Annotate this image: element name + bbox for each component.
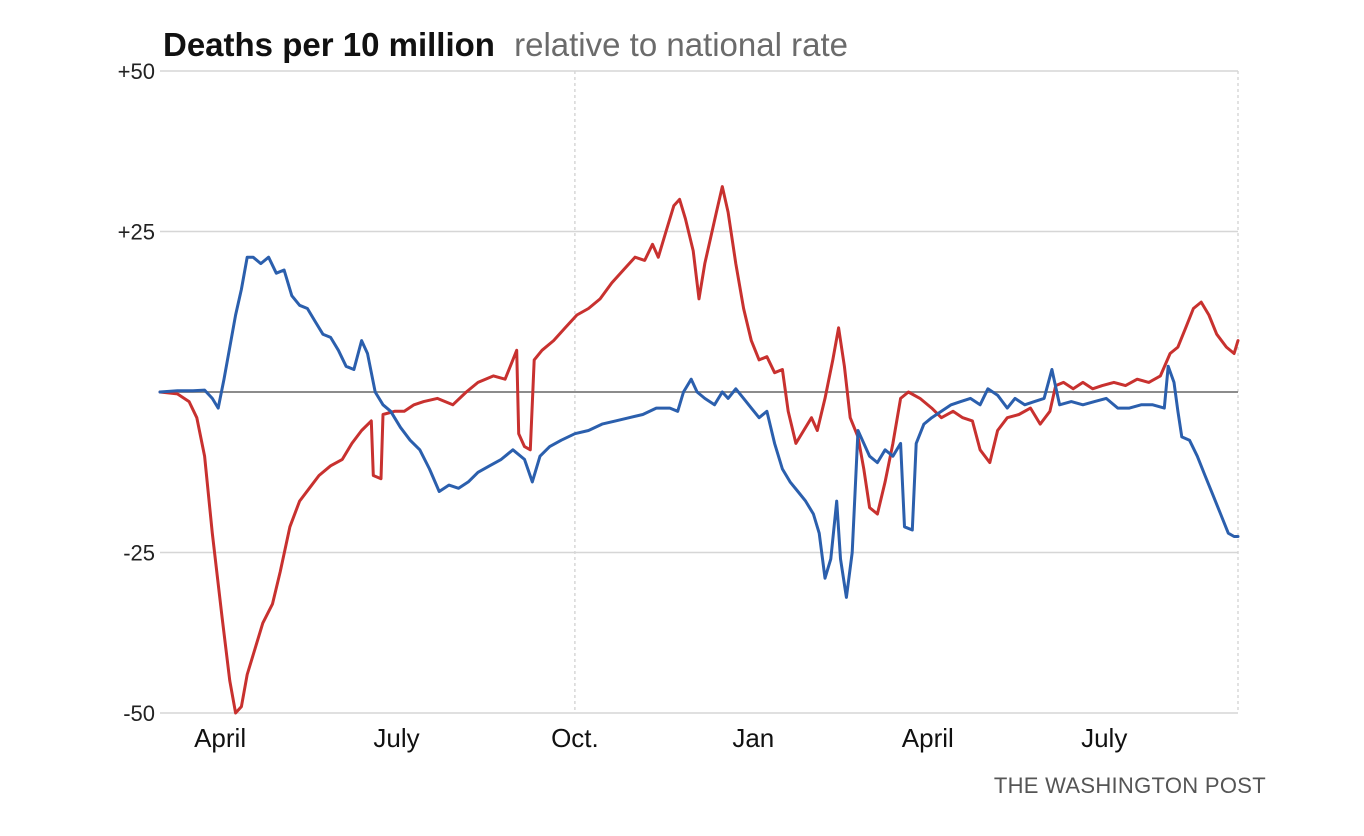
x-tick-label: July <box>1081 723 1127 753</box>
chart-subtitle: relative to national rate <box>514 26 848 63</box>
x-tick-label: Oct. <box>551 723 599 753</box>
y-tick-label: -25 <box>123 541 155 566</box>
y-tick-label: +25 <box>118 220 155 245</box>
x-tick-label: Jan <box>732 723 774 753</box>
x-tick-label: April <box>902 723 954 753</box>
chart-title: Deaths per 10 million relative to nation… <box>163 26 848 63</box>
y-tick-label: +50 <box>118 59 155 84</box>
y-axis: +50 +25 -25 -50 <box>118 59 155 726</box>
y-tick-label: -50 <box>123 701 155 726</box>
series-line-1 <box>158 185 1240 715</box>
x-tick-label: April <box>194 723 246 753</box>
series-line-2 <box>158 255 1240 599</box>
chart-title-main: Deaths per 10 million <box>163 26 495 63</box>
x-axis: April July Oct. Jan April July <box>194 723 1127 753</box>
source-credit: THE WASHINGTON POST <box>994 773 1266 798</box>
series-lines <box>158 185 1240 715</box>
x-tick-label: July <box>373 723 419 753</box>
